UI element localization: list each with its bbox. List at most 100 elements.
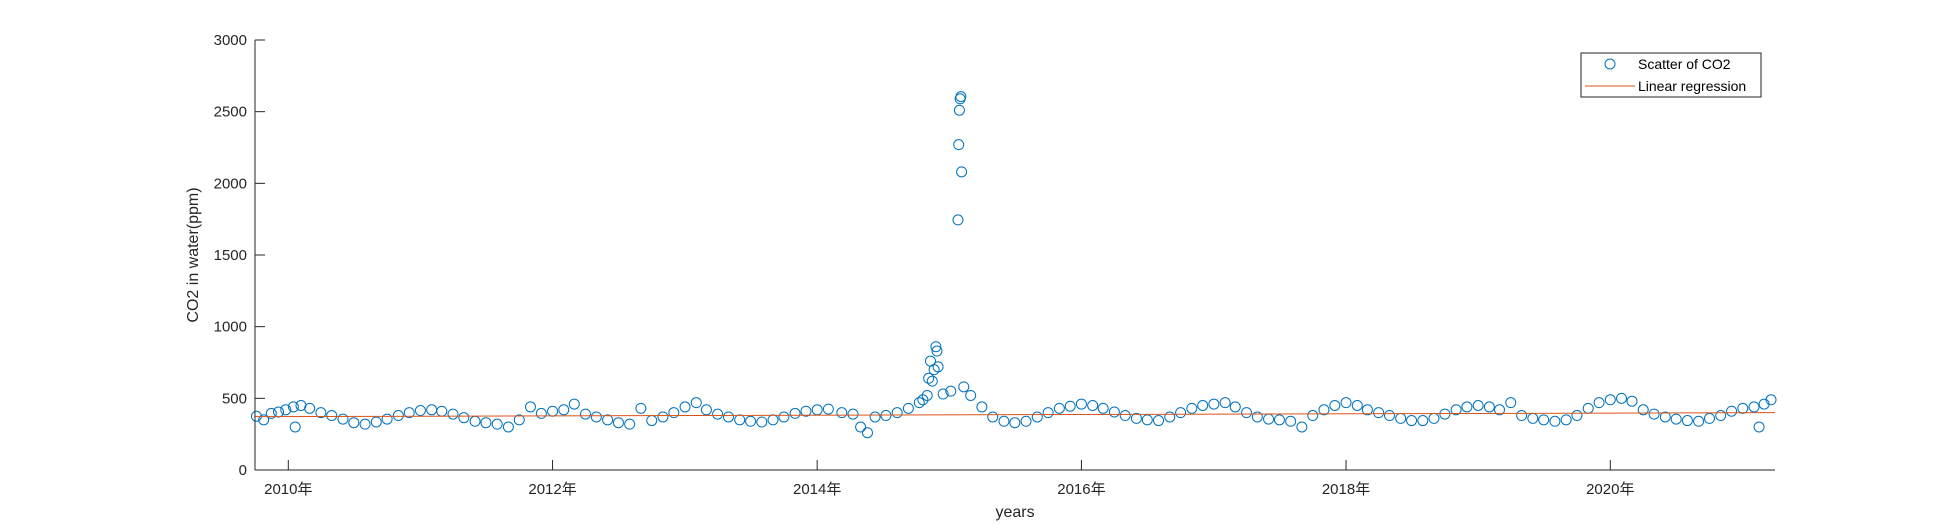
data-point xyxy=(1648,408,1660,420)
data-point xyxy=(1417,415,1429,427)
data-point xyxy=(657,411,669,423)
data-point xyxy=(1715,410,1727,422)
y-axis-title: CO2 in water(ppm) xyxy=(185,187,202,322)
data-point xyxy=(326,410,338,422)
data-point xyxy=(913,397,925,409)
data-point xyxy=(1582,402,1594,414)
data-point xyxy=(861,427,873,439)
legend-box xyxy=(1580,52,1762,98)
data-point xyxy=(1549,415,1561,427)
x-tick-label: 2020年 xyxy=(1586,481,1634,498)
data-point xyxy=(1141,414,1153,426)
data-point xyxy=(381,413,393,425)
data-point xyxy=(414,405,426,417)
data-point xyxy=(811,404,823,416)
y-tick-label: 1000 xyxy=(214,319,247,336)
data-point xyxy=(447,408,459,420)
legend-scatter-marker xyxy=(1604,58,1616,70)
data-point xyxy=(469,415,481,427)
data-point xyxy=(767,414,779,426)
data-point xyxy=(1075,398,1087,410)
regression-line-layer xyxy=(254,412,1776,418)
data-point xyxy=(953,139,965,151)
data-point xyxy=(668,407,680,419)
data-point xyxy=(502,421,514,433)
data-point xyxy=(1130,412,1142,424)
data-point xyxy=(590,411,602,423)
data-point xyxy=(491,418,503,430)
data-point xyxy=(558,404,570,416)
data-point xyxy=(1516,410,1528,422)
data-point xyxy=(280,404,292,416)
data-point xyxy=(953,104,965,116)
data-point xyxy=(926,375,938,387)
data-point xyxy=(1726,405,1738,417)
data-point xyxy=(1616,392,1628,404)
data-point xyxy=(1251,411,1263,423)
y-tick-label: 500 xyxy=(222,390,247,407)
data-point xyxy=(945,385,957,397)
data-point xyxy=(937,388,949,400)
data-point xyxy=(1450,404,1462,416)
data-point xyxy=(1765,394,1777,406)
data-point xyxy=(778,411,790,423)
data-point xyxy=(480,417,492,429)
data-point xyxy=(1748,401,1760,413)
data-point xyxy=(921,389,933,401)
data-point xyxy=(880,410,892,422)
data-point xyxy=(1318,404,1330,416)
data-point xyxy=(646,415,658,427)
data-point xyxy=(756,416,768,428)
data-point xyxy=(1153,415,1165,427)
data-point xyxy=(902,402,914,414)
data-point xyxy=(932,361,944,373)
data-point xyxy=(1637,404,1649,416)
data-point xyxy=(426,404,438,416)
x-tick-label: 2016年 xyxy=(1057,481,1105,498)
data-point xyxy=(1042,407,1054,419)
data-point xyxy=(822,403,834,415)
x-axis-title: years xyxy=(995,504,1034,521)
data-point xyxy=(624,418,636,430)
data-point xyxy=(931,345,943,357)
data-point xyxy=(289,421,301,433)
data-point xyxy=(1373,407,1385,419)
x-tick-label: 2018年 xyxy=(1322,481,1370,498)
data-point xyxy=(1593,397,1605,409)
data-point xyxy=(547,405,559,417)
data-point xyxy=(315,407,327,419)
data-point xyxy=(1494,404,1506,416)
x-tick-label: 2012年 xyxy=(528,481,576,498)
data-point xyxy=(679,401,691,413)
data-point xyxy=(1009,417,1021,429)
y-tick-label: 3000 xyxy=(214,32,247,49)
data-point xyxy=(1053,402,1065,414)
data-point xyxy=(956,166,968,178)
data-point xyxy=(789,407,801,419)
data-point xyxy=(1064,400,1076,412)
scatter-points xyxy=(250,91,1777,439)
data-point xyxy=(1737,402,1749,414)
data-point xyxy=(1197,400,1209,411)
data-point xyxy=(304,402,316,414)
data-point xyxy=(836,407,848,419)
y-tick-label: 1500 xyxy=(214,247,247,264)
data-point xyxy=(370,416,382,428)
data-point xyxy=(1626,395,1638,407)
y-ticks: 0 500 1000 1500 2000 2500 3000 xyxy=(214,32,265,479)
data-point xyxy=(965,389,977,401)
data-point xyxy=(1428,412,1440,424)
data-point xyxy=(287,401,299,413)
data-point xyxy=(1659,411,1671,423)
x-tick-label: 2014年 xyxy=(793,481,841,498)
data-point xyxy=(1681,415,1693,427)
data-point xyxy=(579,408,591,420)
data-point xyxy=(891,407,903,419)
data-point xyxy=(1097,402,1109,414)
data-point xyxy=(1108,406,1120,418)
data-point xyxy=(602,414,614,426)
legend-label-scatter: Scatter of CO2 xyxy=(1638,56,1731,72)
legend: Scatter of CO2 Linear regression xyxy=(1580,52,1762,98)
data-point xyxy=(1229,401,1241,413)
